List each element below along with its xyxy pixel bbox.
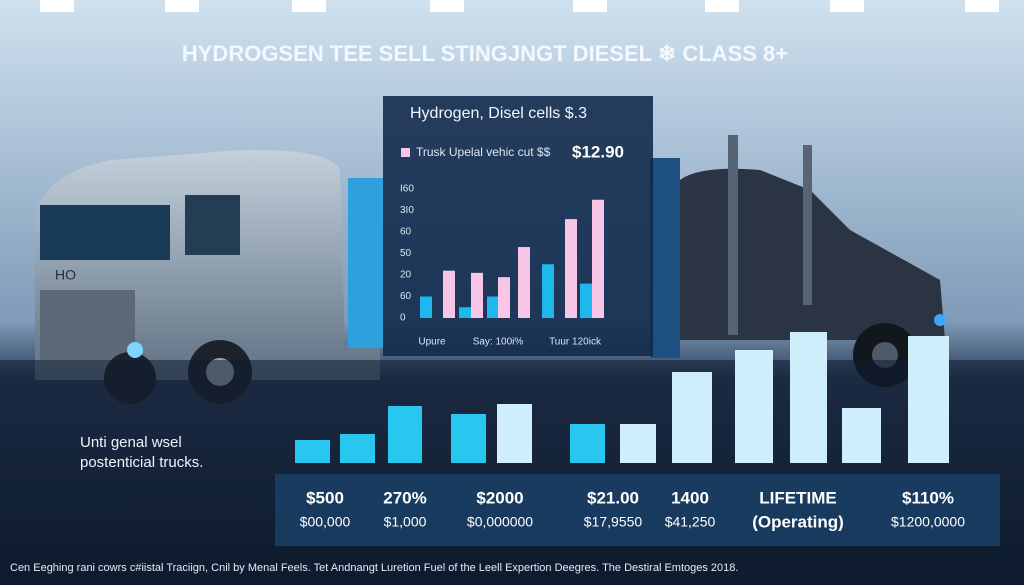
bar: [451, 414, 486, 463]
stat-value: 270%: [383, 488, 426, 507]
y-tick-label: 20: [400, 270, 412, 281]
stat-detail: $17,9550: [584, 514, 643, 530]
bottom-bars: [295, 332, 949, 463]
bar: [295, 440, 330, 463]
legend-swatch: [401, 148, 410, 157]
stat-detail: $41,250: [665, 514, 716, 530]
stat-value: $21.00: [587, 488, 639, 507]
footer: Cen Eeghing rani cowrs c#iistal Traciign…: [10, 562, 738, 574]
bar: [790, 332, 827, 463]
stat-detail: $1200,0000: [891, 514, 965, 530]
y-tick-label: 60: [400, 291, 412, 302]
side-note: postenticial trucks.: [80, 454, 203, 471]
bar: [908, 336, 949, 463]
panel-title: Hydrogen, Disel cells $.3: [410, 105, 587, 122]
bar: [620, 424, 656, 463]
stat-value: $2000: [476, 488, 523, 507]
legend-label: Trusk Upelal vehic cut $$: [416, 145, 551, 159]
bar: [842, 408, 881, 463]
ceiling-lights: [40, 0, 999, 12]
x-tick-label: Upure: [418, 337, 446, 348]
bar: [570, 424, 605, 463]
truck-label: HO: [55, 267, 76, 283]
bar: [340, 434, 375, 463]
stat-value: LIFETIME: [759, 488, 836, 507]
x-tick-label: Tuur 120ick: [549, 337, 602, 348]
bar: [735, 350, 773, 463]
page-title: HYDROGSEN TEE SELL STINGJNGT DIESEL ❄ CL…: [182, 41, 788, 66]
bar: [672, 372, 712, 463]
y-tick-label: 3I0: [400, 205, 414, 216]
bar: [459, 307, 471, 318]
x-tick-label: Say: 100i%: [473, 337, 524, 348]
stat-detail: (Operating): [752, 512, 844, 531]
stat-detail: $1,000: [384, 514, 427, 530]
floor: [0, 360, 1024, 585]
bar: [497, 404, 532, 463]
bar: [542, 264, 554, 318]
stats: $500 $00,000 270% $1,000 $2000 $0,000000 $21.0…: [300, 488, 965, 531]
y-tick-label: 0: [400, 313, 406, 324]
side-note: Unti genal wsel: [80, 434, 182, 451]
legend-value: $12.90: [572, 142, 624, 161]
bar: [518, 247, 530, 318]
bar: [580, 283, 592, 318]
stat-value: 1400: [671, 488, 709, 507]
stat-value: $110%: [902, 488, 954, 507]
bar: [420, 296, 432, 318]
stats-box: [275, 474, 1000, 546]
stat-value: $500: [306, 488, 344, 507]
bar: [471, 272, 483, 318]
y-tick-label: I60: [400, 184, 414, 195]
bar: [498, 277, 510, 318]
stat-detail: $0,000000: [467, 514, 533, 530]
bar: [592, 199, 604, 318]
bar: [388, 406, 422, 463]
bar: [487, 296, 499, 318]
y-tick-label: 50: [400, 248, 412, 259]
panel-plot: 0 60 20 50 60 3I0 I60 Upure Say: 100i% Tuur 120ic…: [400, 184, 604, 348]
y-tick-label: 60: [400, 227, 412, 238]
stat-detail: $00,000: [300, 514, 351, 530]
bar: [565, 219, 577, 318]
bar: [443, 270, 455, 318]
